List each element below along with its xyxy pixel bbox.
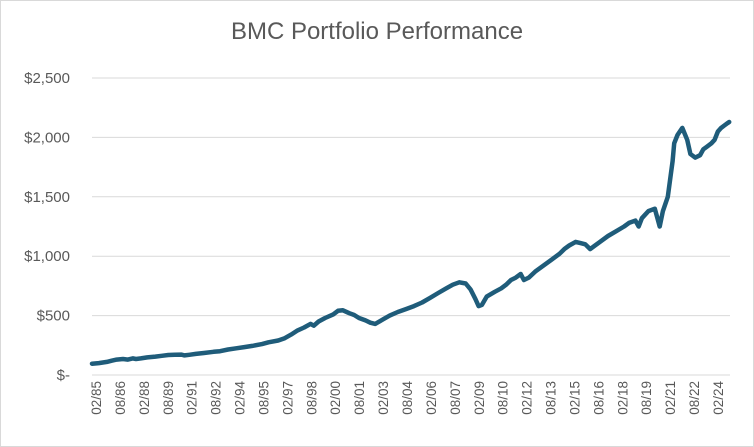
x-tick-label: 02/12 xyxy=(520,381,535,415)
x-tick-label: 08/19 xyxy=(639,381,654,415)
x-tick-label: 08/22 xyxy=(687,381,702,415)
series-lines xyxy=(89,119,732,366)
x-tick-label: 02/00 xyxy=(328,381,343,415)
x-tick-label: 08/10 xyxy=(496,381,511,415)
y-tick-label: $2,500 xyxy=(24,70,70,87)
x-tick-label: 02/15 xyxy=(567,381,582,415)
x-tick-label: 08/98 xyxy=(304,381,319,415)
x-tick-label: 02/18 xyxy=(615,381,630,415)
x-tick-label: 08/04 xyxy=(400,381,415,415)
x-tick-label: 02/24 xyxy=(711,381,726,415)
x-tick-label: 02/09 xyxy=(472,381,487,415)
y-axis-tick-labels: $- $500 $1,000 $1,500 $2,000 $2,500 xyxy=(24,70,70,384)
y-tick-label: $2,000 xyxy=(24,129,70,146)
x-tick-label: 02/85 xyxy=(89,381,104,415)
gridlines xyxy=(92,77,730,376)
x-tick-label: 08/86 xyxy=(113,381,128,415)
x-tick-label: 02/03 xyxy=(376,381,391,415)
y-tick-label: $- xyxy=(57,367,70,384)
x-tick-label: 08/13 xyxy=(544,381,559,415)
x-tick-label: 02/91 xyxy=(185,381,200,415)
x-tick-label: 02/06 xyxy=(424,381,439,415)
x-tick-label: 08/92 xyxy=(209,381,224,415)
y-tick-label: $1,500 xyxy=(24,189,70,206)
y-tick-label: $1,000 xyxy=(24,248,70,265)
x-tick-label: 02/88 xyxy=(137,381,152,415)
x-tick-label: 02/21 xyxy=(663,381,678,415)
x-axis-tick-labels: 02/85 08/86 02/88 08/89 02/91 08/92 02/94 08/95… xyxy=(89,381,726,415)
series-line-0 xyxy=(89,119,732,366)
x-tick-label: 08/01 xyxy=(352,381,367,415)
x-tick-label: 08/95 xyxy=(256,381,271,415)
y-tick-label: $500 xyxy=(37,308,70,325)
x-tick-label: 02/94 xyxy=(233,381,248,415)
chart-title: BMC Portfolio Performance xyxy=(230,18,524,45)
x-tick-label: 08/07 xyxy=(448,381,463,415)
x-tick-label: 08/89 xyxy=(161,381,176,415)
x-tick-label: 08/16 xyxy=(591,381,606,415)
x-tick-label: 02/97 xyxy=(280,381,295,415)
